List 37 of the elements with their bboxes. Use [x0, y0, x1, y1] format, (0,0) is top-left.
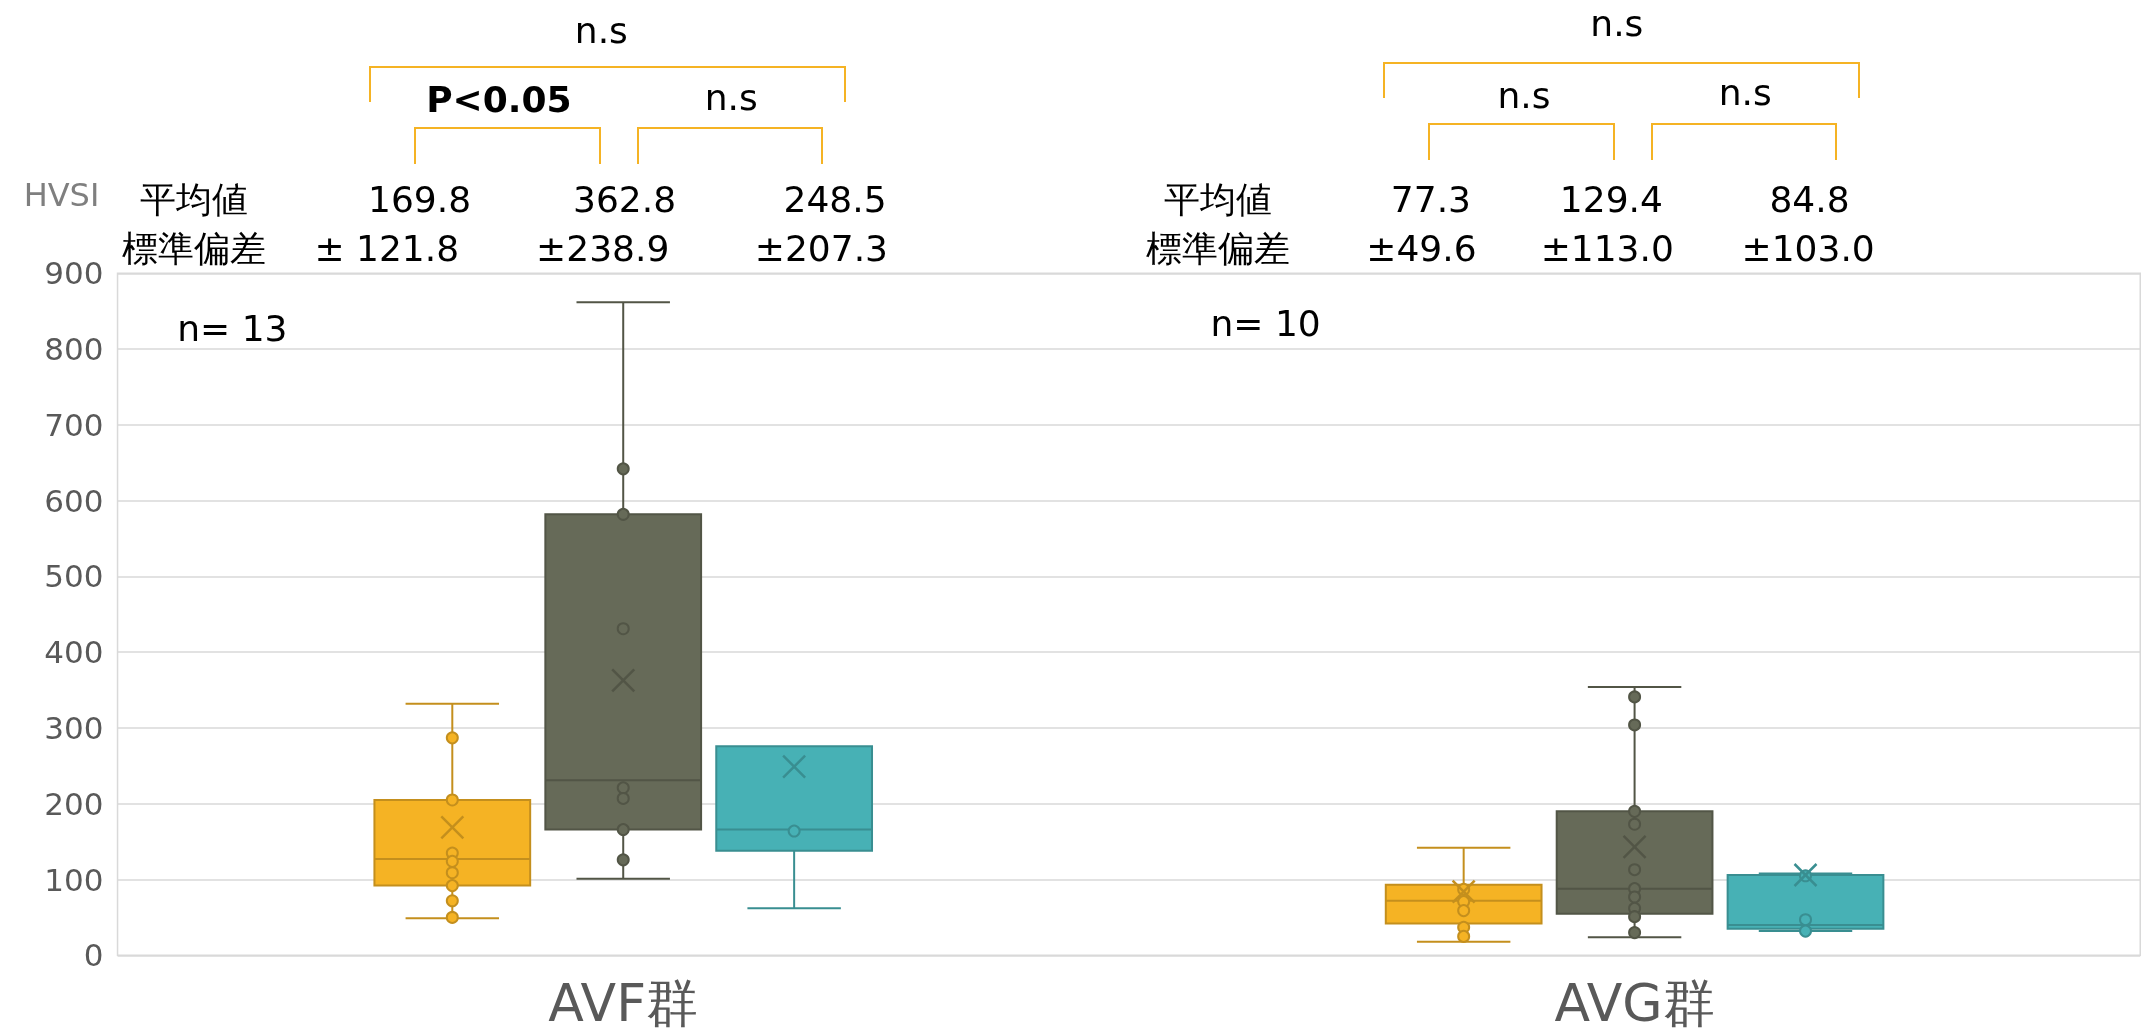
text: n.s — [1497, 75, 1551, 117]
text: 平均値 — [1163, 179, 1272, 221]
annotation: n= 10 — [1210, 303, 1321, 345]
text: 標準偏差 — [1145, 228, 1290, 270]
text: ± 121.8 — [314, 228, 460, 270]
y-tick-label: 200 — [44, 785, 104, 822]
text: 169.8 — [368, 179, 472, 221]
y-tick-label: 500 — [44, 558, 104, 595]
text: n.s — [704, 76, 758, 118]
text: 77.3 — [1390, 179, 1472, 221]
y-tick-label: 900 — [44, 255, 104, 292]
text: 248.5 — [783, 179, 887, 221]
y-tick-label: 800 — [44, 331, 104, 368]
text: 129.4 — [1559, 179, 1663, 221]
y-tick-label: 600 — [44, 482, 104, 519]
text: 362.8 — [573, 179, 677, 221]
text: ±103.0 — [1741, 228, 1875, 270]
annotation: n= 13 — [177, 307, 288, 349]
x-tick-label: AVG群 — [1554, 973, 1715, 1034]
text: ±207.3 — [754, 228, 889, 270]
text: n.s — [1590, 2, 1644, 44]
y-tick-label: 0 — [83, 937, 104, 974]
text: 標準偏差 — [122, 228, 267, 270]
text: 平均値 — [140, 179, 249, 221]
y-axis-title: HVSI — [23, 176, 100, 215]
text: 84.8 — [1769, 179, 1850, 221]
y-tick-label: 300 — [44, 710, 104, 746]
y-tick-label: 700 — [44, 406, 104, 443]
text: ±113.0 — [1540, 228, 1674, 270]
text: ±238.9 — [536, 228, 670, 270]
y-tick-label: 400 — [44, 634, 104, 671]
y-tick-label: 100 — [44, 861, 104, 898]
text: ±49.6 — [1366, 228, 1477, 270]
text: P<0.05 — [426, 79, 572, 121]
text: n.s — [574, 9, 628, 51]
x-tick-label: AVF群 — [548, 973, 699, 1034]
text: n.s — [1718, 72, 1772, 114]
